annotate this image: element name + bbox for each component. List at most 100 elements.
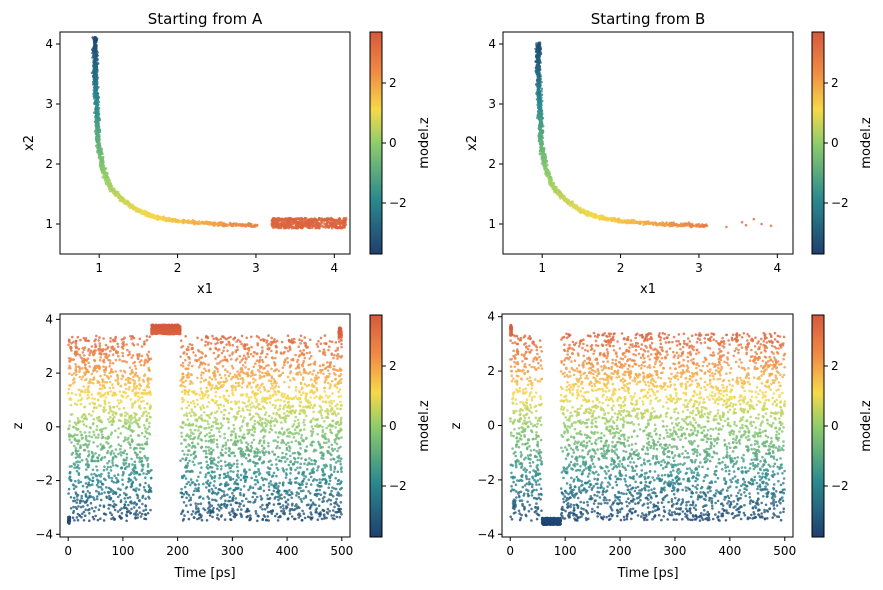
data-point [91, 378, 95, 382]
data-point [102, 171, 106, 174]
data-point [282, 352, 285, 355]
colorbar-ticks: −202 [824, 76, 849, 210]
data-point [107, 181, 111, 184]
data-point [130, 421, 133, 425]
data-point [142, 399, 145, 403]
data-point [280, 421, 283, 424]
colorbar-tick-label: −2 [389, 196, 407, 210]
data-point [601, 216, 605, 220]
data-point [203, 419, 207, 422]
data-point [287, 441, 290, 445]
data-point [129, 335, 132, 338]
data-point [287, 220, 291, 224]
data-point [95, 124, 99, 128]
data-point [202, 507, 205, 510]
data-point [97, 433, 100, 437]
data-point [99, 480, 103, 483]
data-point [287, 385, 291, 389]
data-point [233, 400, 237, 404]
colorbar-tick-label: −2 [831, 196, 849, 210]
data-point [67, 391, 70, 395]
data-point [677, 223, 680, 227]
data-point [95, 334, 98, 338]
data-point [100, 488, 104, 491]
data-point [128, 203, 132, 207]
data-point [539, 129, 542, 133]
data-point [270, 382, 273, 385]
data-point [226, 439, 230, 442]
data-point [125, 519, 128, 523]
data-point [215, 418, 218, 421]
data-point [94, 514, 97, 518]
data-point [192, 399, 195, 403]
data-point [94, 96, 97, 99]
data-point [140, 354, 144, 358]
data-point [231, 491, 234, 495]
data-point [537, 74, 540, 78]
data-point [242, 485, 246, 488]
data-point [330, 489, 333, 493]
data-point [294, 389, 298, 392]
data-point [76, 498, 79, 501]
data-point [340, 416, 343, 420]
data-point [539, 113, 543, 117]
data-point [226, 223, 229, 227]
data-point [300, 339, 304, 343]
data-point [282, 470, 286, 473]
data-point [252, 438, 256, 442]
data-point [68, 465, 72, 468]
data-point [316, 432, 320, 436]
data-point [187, 404, 191, 407]
data-point [140, 512, 144, 516]
data-point [246, 408, 249, 412]
data-point [260, 421, 264, 425]
data-point [205, 452, 208, 455]
data-point [122, 463, 126, 467]
data-point [344, 216, 348, 220]
data-point [139, 208, 142, 212]
data-point [200, 466, 203, 469]
data-point [539, 101, 543, 104]
data-point [332, 221, 336, 225]
data-point [289, 460, 293, 463]
data-point [250, 335, 253, 339]
data-point [81, 499, 85, 503]
data-point [285, 452, 288, 456]
data-point [95, 53, 98, 56]
data-point [275, 463, 278, 466]
data-point [740, 220, 744, 224]
data-point [165, 219, 168, 223]
data-point [186, 400, 190, 404]
data-point [74, 365, 78, 369]
data-point [298, 370, 301, 374]
data-point [327, 226, 330, 229]
data-point [270, 336, 274, 340]
data-point [271, 394, 275, 398]
data-point [122, 198, 125, 202]
data-point [140, 345, 144, 348]
data-point [240, 224, 244, 227]
data-point [334, 476, 338, 480]
data-point [133, 382, 136, 386]
data-point [149, 508, 152, 512]
data-point [129, 446, 132, 450]
data-point [331, 392, 334, 395]
data-point [100, 147, 104, 151]
data-point [84, 363, 87, 366]
data-point [222, 404, 226, 408]
data-point [181, 218, 185, 222]
data-point [96, 456, 99, 459]
data-point [260, 400, 264, 403]
data-point [210, 377, 214, 381]
data-point [302, 512, 306, 515]
data-point [562, 195, 565, 199]
data-point [334, 341, 338, 344]
data-point [664, 222, 668, 226]
data-point [153, 215, 157, 218]
data-point [214, 390, 218, 394]
data-point [284, 460, 287, 463]
data-point [138, 416, 142, 420]
data-point [216, 467, 219, 471]
